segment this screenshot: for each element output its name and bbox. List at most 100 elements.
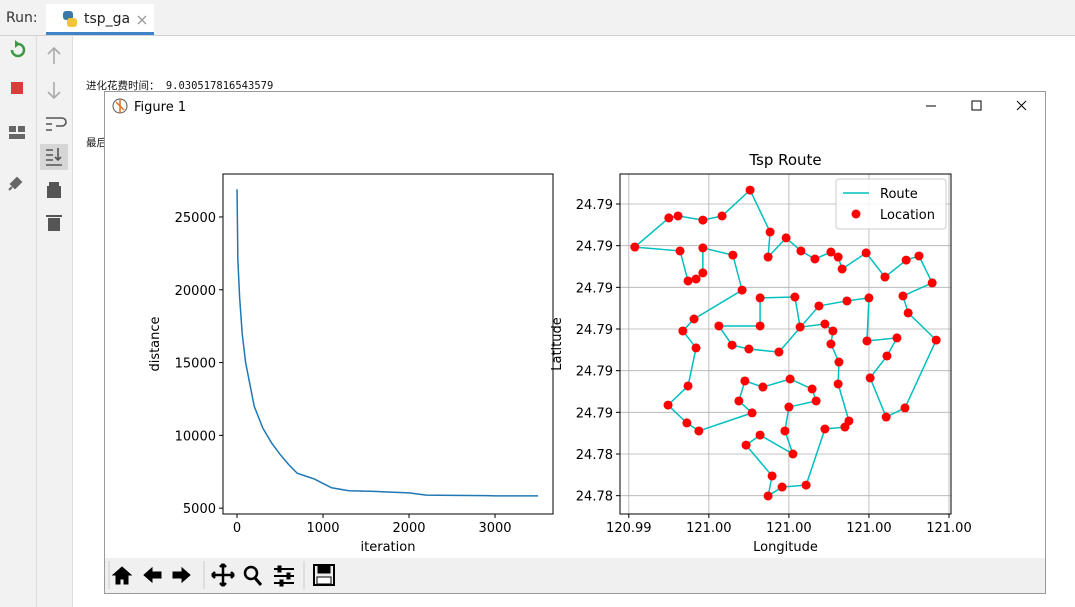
location-marker	[810, 254, 820, 264]
location-marker	[691, 343, 701, 353]
location-marker	[630, 242, 640, 252]
location-marker	[903, 308, 913, 318]
location-marker	[694, 426, 704, 436]
location-marker	[763, 491, 773, 501]
y-tick-label: 15000	[175, 357, 216, 372]
location-marker	[763, 252, 773, 262]
location-marker	[784, 402, 794, 412]
location-marker	[675, 246, 685, 256]
x-tick-label: 3000	[478, 521, 511, 536]
legend-label: Location	[880, 208, 935, 223]
location-marker	[774, 347, 784, 357]
location-marker	[765, 227, 775, 237]
location-marker	[683, 276, 693, 286]
location-marker	[698, 243, 708, 253]
location-marker	[795, 322, 805, 332]
location-marker	[745, 185, 755, 195]
x-tick-label: 1000	[306, 521, 339, 536]
y-tick-label: 24.79	[576, 240, 613, 255]
location-marker	[931, 335, 941, 345]
x-axis-label: iteration	[361, 540, 416, 555]
tab-name: tsp_ga	[84, 11, 131, 27]
nav-toolbar	[105, 558, 1045, 593]
location-marker	[788, 449, 798, 459]
location-marker	[689, 314, 699, 324]
legend-marker	[851, 209, 861, 219]
location-marker	[755, 293, 765, 303]
location-marker	[737, 285, 747, 295]
location-marker	[833, 252, 843, 262]
nav-buttons[interactable]	[111, 563, 335, 587]
location-marker	[698, 268, 708, 278]
location-marker	[864, 293, 874, 303]
x-tick-label: 121.00	[846, 521, 892, 536]
y-tick-label: 5000	[183, 502, 216, 517]
location-marker	[882, 351, 892, 361]
y-tick-label: 24.79	[576, 323, 613, 338]
location-marker	[785, 374, 795, 384]
location-marker	[714, 321, 724, 331]
legend-box	[835, 178, 947, 230]
chart-title: Tsp Route	[748, 151, 821, 169]
location-marker	[862, 336, 872, 346]
run-tab-bar: Run: tsp_ga	[0, 0, 1075, 36]
x-tick-label: 121.00	[926, 521, 972, 536]
legend-label: Route	[880, 187, 918, 202]
y-tick-label: 25000	[175, 211, 216, 226]
location-marker	[758, 382, 768, 392]
y-tick-label: 24.78	[576, 448, 613, 463]
run-label: Run:	[6, 10, 38, 26]
location-marker	[826, 247, 836, 257]
location-marker	[796, 246, 806, 256]
location-marker	[861, 248, 871, 258]
location-marker	[683, 381, 693, 391]
axes-frame	[222, 173, 554, 515]
y-tick-label: 24.79	[576, 198, 613, 213]
location-marker	[881, 412, 891, 422]
run-tab[interactable]: tsp_ga	[46, 4, 154, 35]
location-marker	[698, 215, 708, 225]
location-marker	[834, 357, 844, 367]
location-marker	[811, 396, 821, 406]
location-marker	[682, 418, 692, 428]
location-marker	[826, 339, 836, 349]
location-marker	[900, 403, 910, 413]
location-marker	[865, 373, 875, 383]
location-marker	[663, 400, 673, 410]
location-marker	[755, 430, 765, 440]
x-axis-label: Longitude	[753, 540, 818, 555]
location-marker	[844, 416, 854, 426]
location-marker	[927, 278, 937, 288]
location-marker	[814, 301, 824, 311]
y-tick-label: 24.78	[576, 490, 613, 505]
x-tick-label: 2000	[392, 521, 425, 536]
location-marker	[914, 251, 924, 261]
location-marker	[734, 396, 744, 406]
location-marker	[892, 333, 902, 343]
y-axis-label: distance	[148, 316, 163, 371]
location-marker	[727, 340, 737, 350]
location-marker	[767, 471, 777, 481]
python-icon	[63, 11, 77, 27]
location-marker	[717, 211, 727, 221]
location-marker	[898, 291, 908, 301]
location-marker	[741, 440, 751, 450]
location-marker	[673, 211, 683, 221]
location-marker	[820, 424, 830, 434]
data-line	[236, 189, 539, 497]
x-tick-label: 0	[233, 521, 241, 536]
console-icons	[40, 46, 68, 231]
location-marker	[820, 319, 830, 329]
location-marker	[837, 264, 847, 274]
location-marker	[777, 482, 787, 492]
location-marker	[833, 379, 843, 389]
location-marker	[828, 326, 838, 336]
tab-close[interactable]	[136, 14, 148, 26]
y-tick-label: 24.79	[576, 406, 613, 421]
location-marker	[801, 480, 811, 490]
y-tick-label: 20000	[175, 284, 216, 299]
location-marker	[790, 292, 800, 302]
location-marker	[880, 272, 890, 282]
console-line: 进化花费时间： 9.030517816543579	[86, 80, 274, 92]
